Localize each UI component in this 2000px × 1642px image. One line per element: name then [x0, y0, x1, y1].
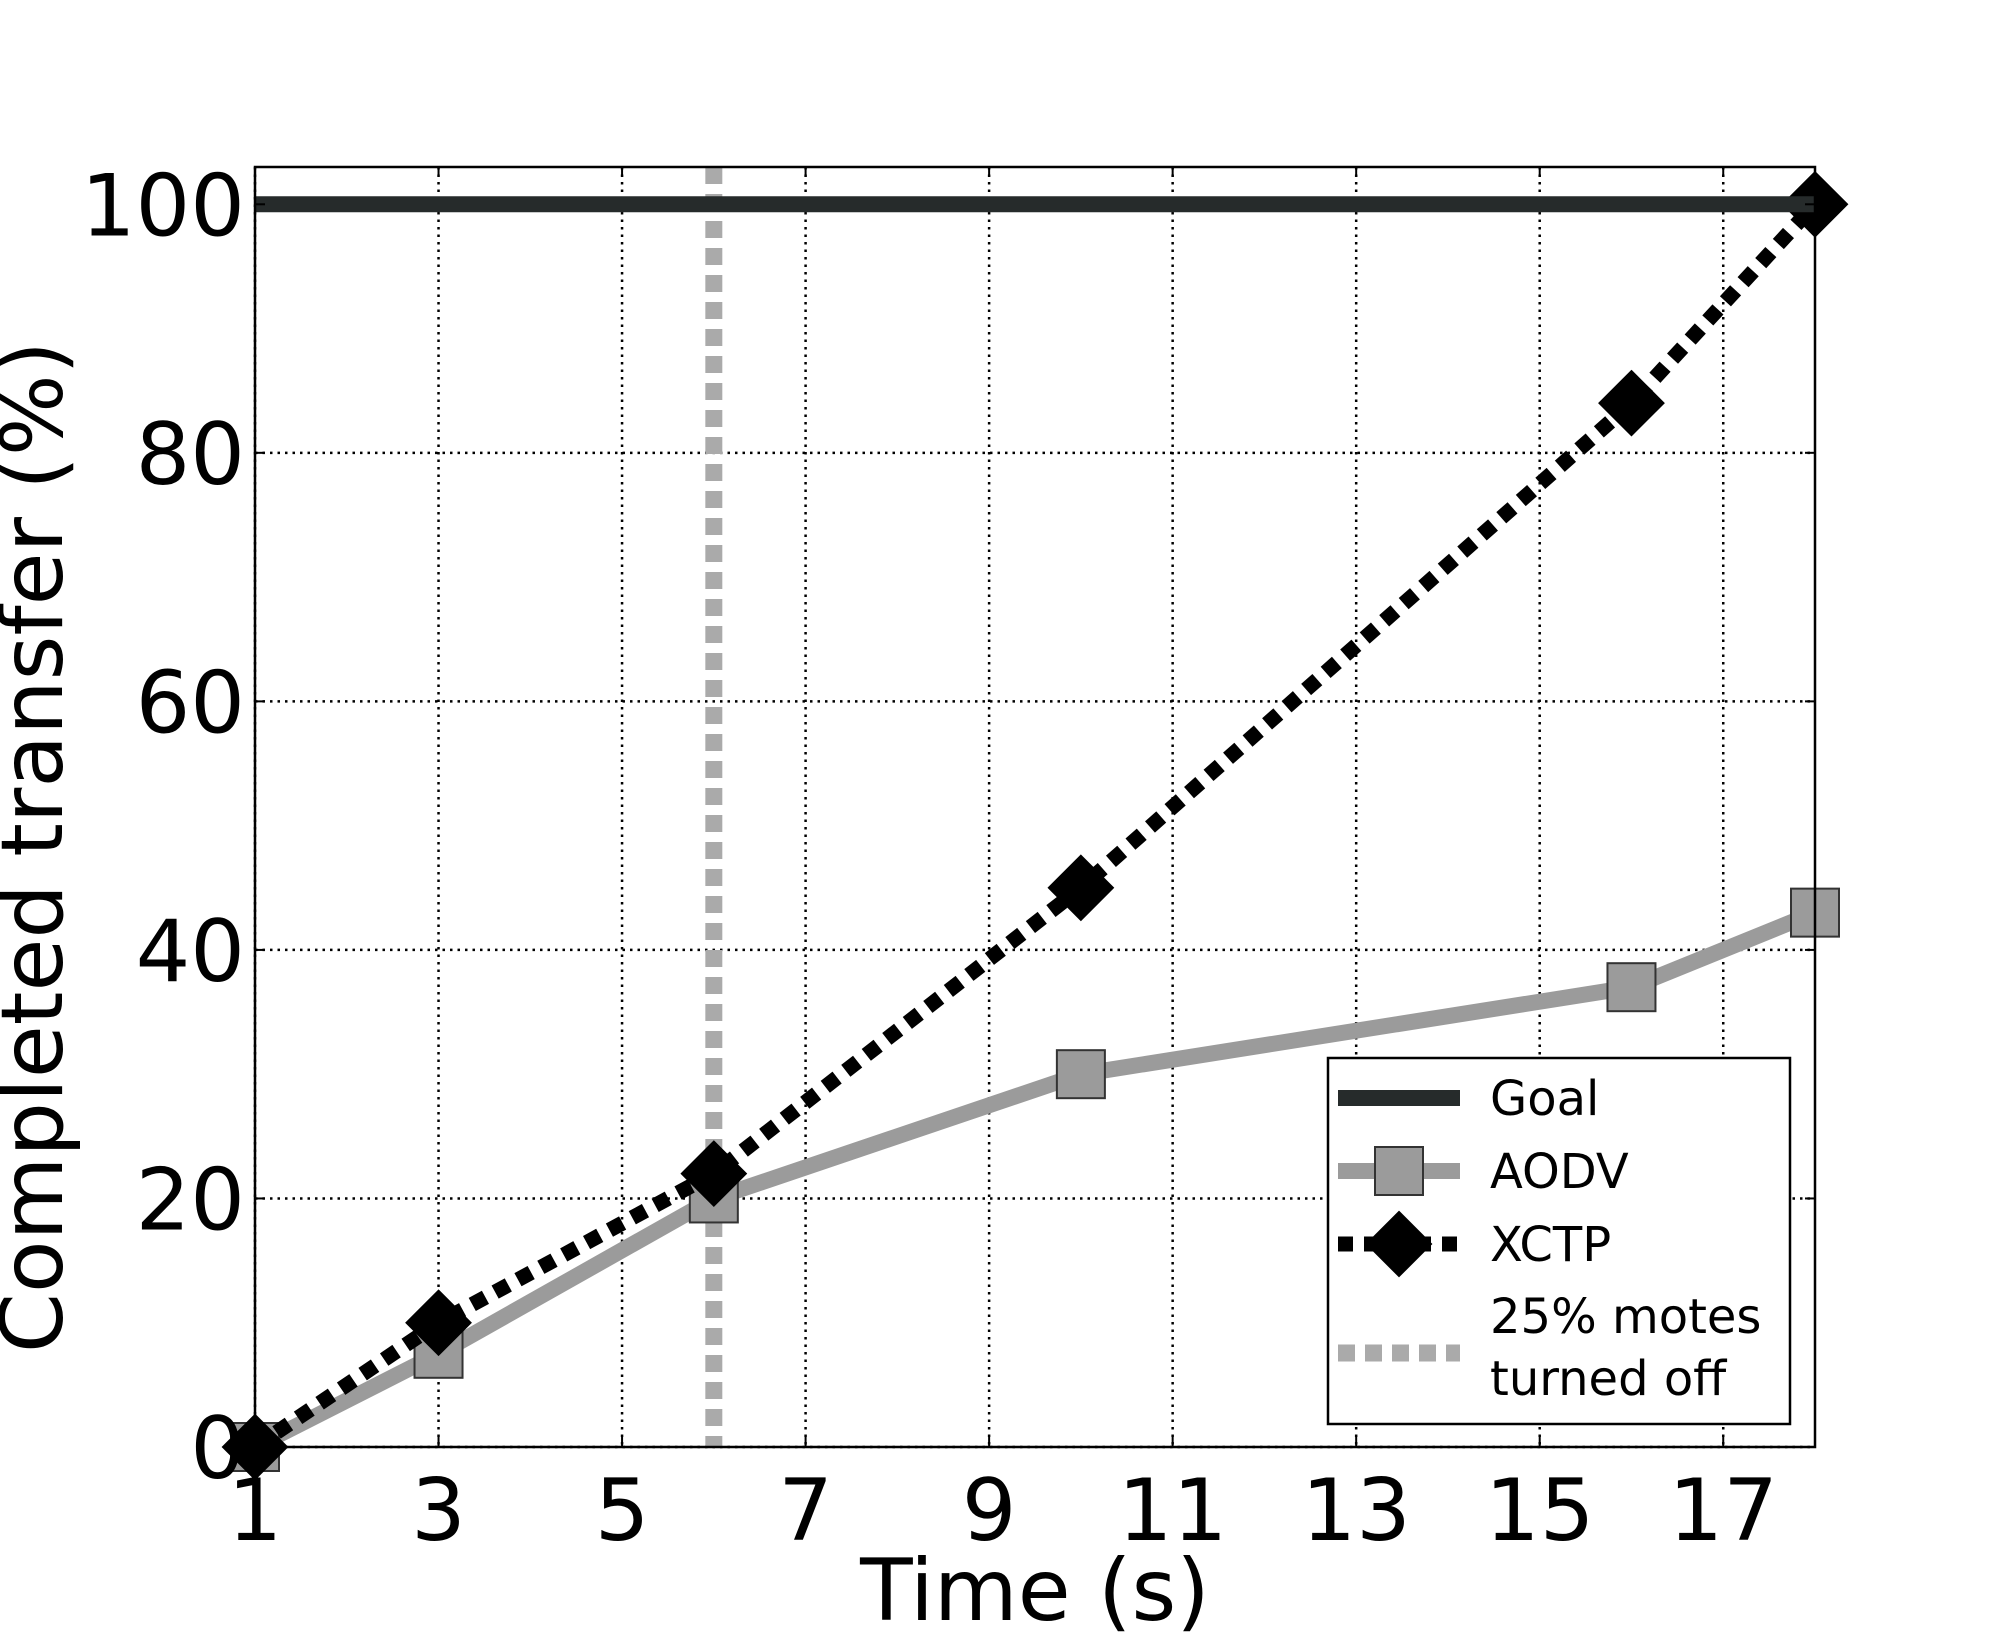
y-tick-label: 0: [190, 1399, 245, 1499]
legend-label: Goal: [1490, 1071, 1599, 1127]
legend-item-aodv: AODV: [1338, 1144, 1629, 1200]
x-tick-label: 11: [1118, 1461, 1227, 1561]
x-tick-label: 3: [411, 1461, 466, 1561]
plot-frame: [253, 165, 1817, 1449]
y-tick-label: 100: [81, 156, 245, 256]
legend: Goal AODV XCTP 25% motes turned off: [1326, 1056, 1792, 1426]
legend-marker: [1365, 1210, 1433, 1278]
y-tick-label: 60: [136, 653, 245, 753]
legend-item-xctp: XCTP: [1338, 1210, 1611, 1278]
legend-marker: [1374, 1146, 1424, 1196]
y-tick-label: 40: [136, 902, 245, 1002]
x-tick-label: 1: [228, 1461, 283, 1561]
x-tick-label: 15: [1485, 1461, 1594, 1561]
x-tick-label: 5: [595, 1461, 650, 1561]
data-point: [1055, 1049, 1106, 1100]
y-tick-label: 80: [136, 405, 245, 505]
legend-label: turned off: [1490, 1351, 1727, 1407]
data-point: [405, 1289, 472, 1357]
x-tick-label: 13: [1301, 1461, 1410, 1561]
y-tick-label: 20: [136, 1150, 245, 1250]
series-line-aodv: [251, 905, 1819, 1455]
data-point: [680, 1140, 748, 1208]
legend-label: 25% motes: [1490, 1289, 1761, 1345]
data-point: [1598, 369, 1665, 437]
series-line-xctp: [250, 199, 1821, 1454]
legend-item-goal: Goal: [1338, 1071, 1599, 1127]
x-tick-label: 17: [1669, 1461, 1778, 1561]
series-xctp: [221, 170, 1849, 1481]
y-axis-title: Completed transfer (%): [0, 341, 83, 1353]
x-tick-label: 9: [962, 1461, 1017, 1561]
data-point: [1047, 854, 1115, 922]
legend-label: XCTP: [1490, 1217, 1611, 1273]
legend-label: AODV: [1490, 1144, 1629, 1200]
data-point: [1606, 962, 1657, 1013]
x-tick-label: 7: [778, 1461, 833, 1561]
x-axis-title: Time (s): [859, 1541, 1210, 1641]
legend-item-event: 25% motes turned off: [1338, 1289, 1761, 1407]
